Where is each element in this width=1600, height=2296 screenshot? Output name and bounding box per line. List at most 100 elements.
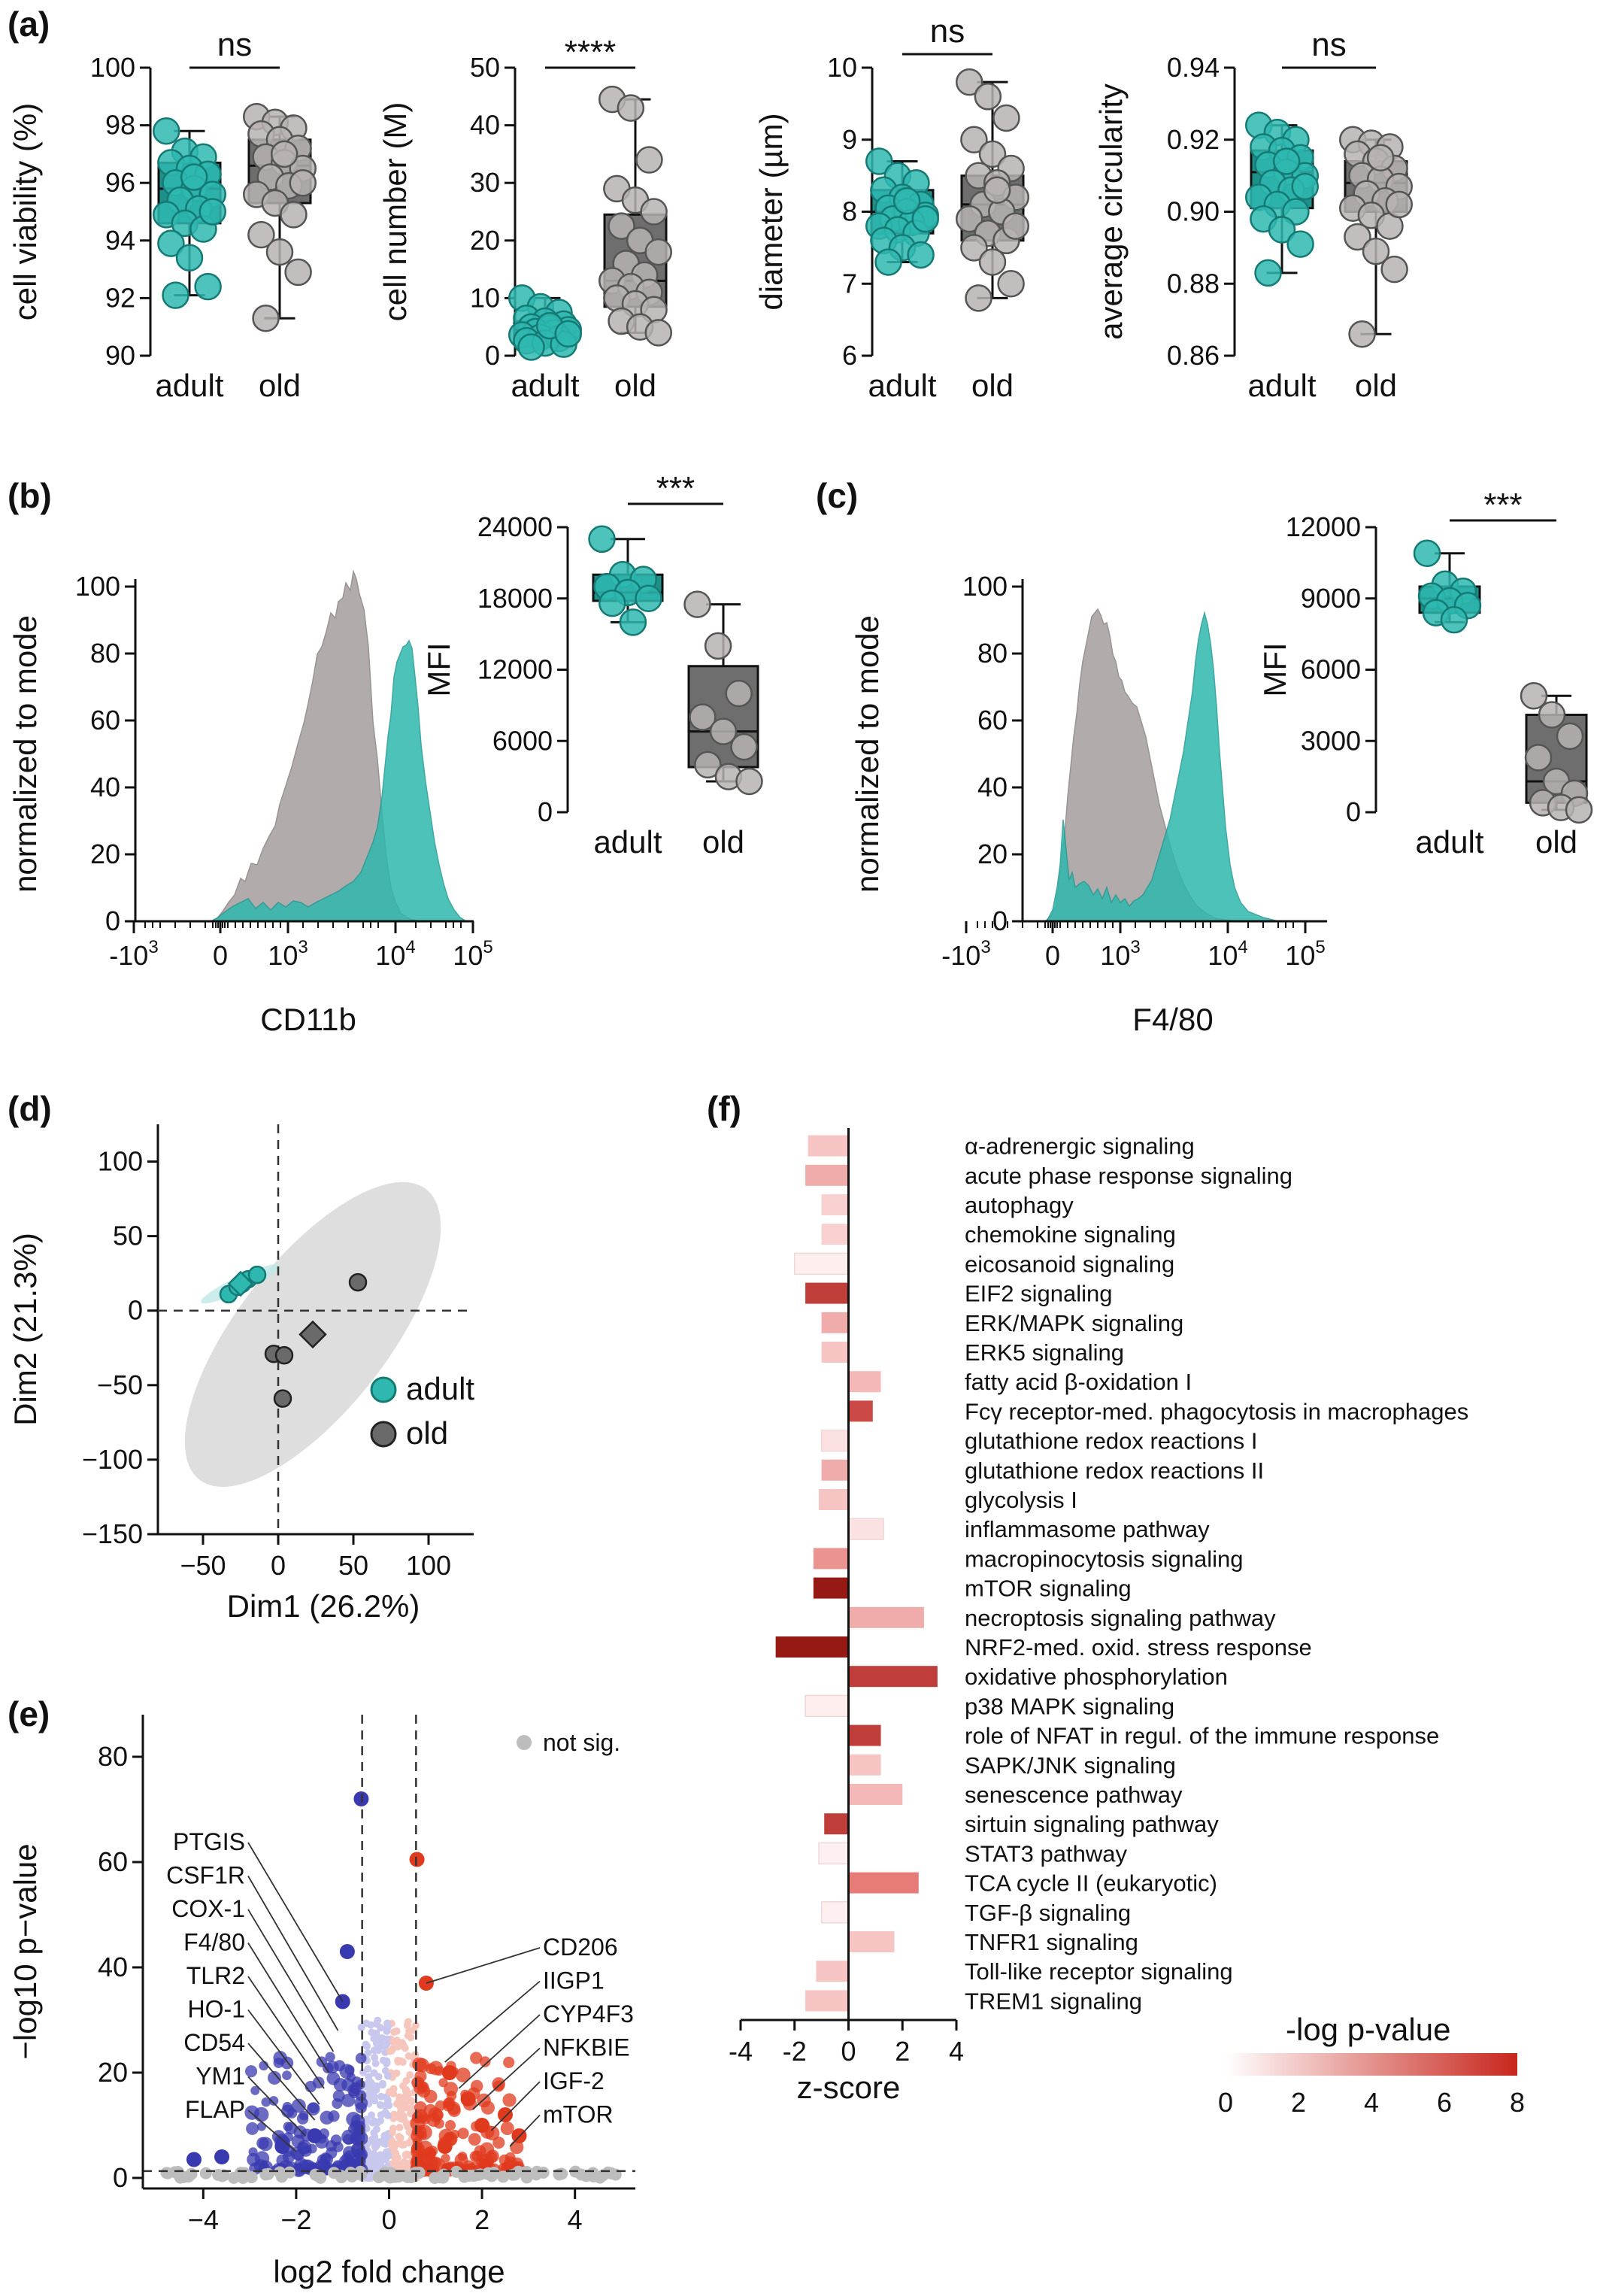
legend-label-notsig: not sig. <box>543 1729 620 1756</box>
point-nonsig-fc <box>394 2056 402 2064</box>
data-point-old <box>1348 320 1376 348</box>
data-point-old <box>704 632 732 660</box>
point-up-highlight <box>437 2139 453 2154</box>
point-notsig <box>335 2171 348 2184</box>
gene-label-up: NFKBIE <box>543 2034 630 2061</box>
point-nonsig-fc <box>377 2101 385 2109</box>
y-tick-label: 90 <box>105 340 135 371</box>
data-point-adult <box>175 244 204 272</box>
point-notsig <box>237 2171 250 2184</box>
box-plot-mfi-f480: 0 3000 6000 9000 12000 MFI adult old *** <box>1257 487 1593 860</box>
x-tick-label: -103 <box>941 937 990 971</box>
pathway-label: necroptosis signaling pathway <box>965 1605 1276 1631</box>
point-nonsig-fc <box>408 2097 416 2105</box>
data-point-adult <box>1413 539 1441 567</box>
data-point-adult <box>153 117 180 145</box>
pathway-label: STAT3 pathway <box>965 1840 1127 1867</box>
point-nonsig-fc <box>389 2089 398 2097</box>
pca-point-old <box>274 1345 294 1365</box>
x-tick-label-adult: adult <box>155 368 223 403</box>
point-down <box>282 2101 292 2112</box>
x-tick-label-old: old <box>1535 824 1577 860</box>
data-point-old <box>1385 190 1413 219</box>
point-nonsig-fc <box>377 2092 385 2100</box>
point-up <box>470 2079 483 2093</box>
point-nonsig-fc <box>365 2073 373 2081</box>
point-up <box>503 2056 515 2068</box>
gene-label-up: mTOR <box>543 2101 614 2128</box>
pca-point-old <box>348 1272 368 1292</box>
box-plot-diameter: 6 7 8 9 10 diameter (µm) adult old ns <box>753 13 1029 403</box>
y-tick-label: 0.88 <box>1167 268 1220 299</box>
x-tick-label: 2 <box>474 2204 489 2235</box>
data-point-old <box>983 176 1011 205</box>
gene-label-up: CD206 <box>543 1934 618 1961</box>
significance-label: ns <box>1311 26 1346 63</box>
point-notsig <box>245 2171 258 2184</box>
x-tick-label: -2 <box>783 2036 807 2067</box>
x-tick-label: −4 <box>188 2204 219 2235</box>
y-tick-label: 60 <box>98 1846 128 1877</box>
point-down <box>323 2062 334 2074</box>
data-point-adult <box>157 229 185 257</box>
data-point-old <box>1344 223 1371 251</box>
y-tick-label: −50 <box>97 1369 143 1400</box>
y-axis-label: average circularity <box>1093 83 1129 340</box>
point-up <box>470 2052 483 2064</box>
pathway-label: Fcγ receptor-med. phagocytosis in macrop… <box>965 1398 1468 1424</box>
point-nonsig-fc <box>402 2076 411 2085</box>
pca-centroid-old <box>298 1320 327 1349</box>
x-axis-label: Dim1 (26.2%) <box>227 1588 420 1624</box>
bar <box>821 1224 849 1245</box>
y-axis-label: −log10 p−value <box>8 1843 43 2059</box>
point-nonsig-fc <box>403 2150 411 2158</box>
data-point-adult <box>865 147 893 175</box>
x-axis-label: CD11b <box>260 1002 356 1037</box>
y-tick-label: 60 <box>977 705 1008 736</box>
x-tick-label-old: old <box>1355 368 1397 403</box>
data-point-adult <box>554 320 582 348</box>
x-tick-label: 0 <box>271 1550 286 1581</box>
x-tick-label: 2 <box>895 2036 910 2067</box>
data-point-old <box>956 68 983 96</box>
point-down-highlight <box>274 2139 290 2154</box>
point-down <box>334 2060 346 2072</box>
leader-line <box>247 2043 316 2121</box>
point-up <box>456 2067 471 2082</box>
pathway-label: inflammasome pathway <box>965 1516 1210 1542</box>
point-down <box>292 2164 305 2176</box>
data-point-old <box>644 238 672 266</box>
y-axis-label: cell viability (%) <box>8 103 43 320</box>
bar <box>848 1371 881 1393</box>
data-point-old <box>1565 796 1593 824</box>
leader-line <box>490 2081 541 2131</box>
point-nonsig-fc <box>368 2111 376 2119</box>
point-up <box>415 2058 430 2073</box>
bar <box>848 1400 873 1422</box>
y-axis-label: MFI <box>1257 642 1292 696</box>
bar <box>848 1754 881 1776</box>
point-down <box>256 2137 269 2150</box>
point-nonsig-fc <box>372 2039 380 2047</box>
bar <box>820 1901 850 1924</box>
point-nonsig-fc <box>405 2052 413 2060</box>
bar <box>821 1459 849 1481</box>
gene-label-up: IIGP1 <box>543 1967 605 1994</box>
pca-plot: −150 −100 −50 0 50 100 −50 0 50 100 Dim1 (26.2%) Di… <box>8 1124 474 1624</box>
x-tick-label: 4 <box>568 2204 583 2235</box>
bar <box>847 1518 884 1540</box>
point-down <box>244 2065 258 2078</box>
y-tick-label: 0 <box>105 905 120 936</box>
pathway-label: glycolysis I <box>965 1487 1077 1513</box>
point-nonsig-fc <box>371 2133 379 2141</box>
point-up <box>411 2111 423 2124</box>
pathway-label: TGF-β signaling <box>965 1900 1131 1926</box>
pathway-label: SAPK/JNK signaling <box>965 1752 1176 1779</box>
legend-marker-notsig <box>517 1735 532 1750</box>
point-nonsig-fc <box>404 2163 412 2171</box>
y-tick-label: 100 <box>962 571 1008 602</box>
point-down <box>246 2122 259 2135</box>
data-point-adult <box>635 584 662 612</box>
data-point-old <box>252 304 280 332</box>
point-nonsig-fc <box>379 2056 387 2064</box>
